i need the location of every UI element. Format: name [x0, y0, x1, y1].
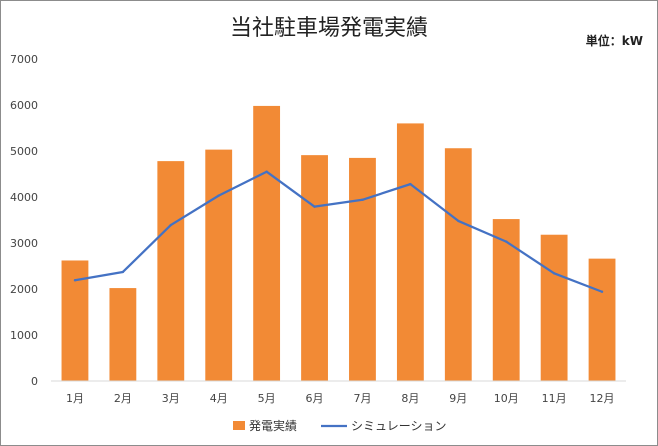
bar — [396, 123, 424, 382]
line-series — [73, 170, 604, 293]
line-point — [457, 219, 460, 223]
y-axis: 0 1000 2000 3000 4000 5000 6000 7000 — [10, 53, 38, 388]
bar — [349, 157, 376, 381]
line-point — [552, 272, 556, 275]
bar — [588, 258, 616, 381]
bar — [540, 234, 568, 381]
x-tick-label: 3月 — [162, 392, 180, 405]
line-point — [361, 198, 364, 201]
series-line — [74, 170, 603, 293]
line-point — [217, 194, 220, 197]
unit-label: 単位：kW — [586, 33, 643, 48]
x-tick-label: 9月 — [449, 392, 467, 405]
line-point — [505, 240, 508, 243]
line-point — [169, 223, 172, 227]
bar — [157, 161, 185, 381]
bar — [301, 155, 328, 381]
y-tick-label: 2000 — [10, 283, 38, 296]
y-tick-label: 4000 — [10, 191, 38, 204]
line-point — [121, 270, 125, 274]
y-tick-label: 7000 — [10, 53, 38, 66]
bar — [492, 219, 520, 381]
chart-title: 当社駐車場発電実績 — [230, 16, 428, 41]
line-point — [73, 279, 77, 282]
legend-label-actual: 発電実績 — [249, 418, 297, 433]
bar — [205, 149, 233, 381]
y-tick-label: 6000 — [10, 99, 38, 112]
x-tick-label: 12月 — [590, 392, 615, 405]
y-tick-label: 3000 — [10, 237, 38, 250]
y-tick-label: 1000 — [10, 329, 38, 342]
line-point — [409, 182, 412, 186]
bar — [109, 288, 137, 381]
x-tick-label: 5月 — [258, 392, 276, 405]
legend-bar-swatch — [233, 421, 245, 430]
legend: 発電実績 シミュレーション — [233, 418, 447, 433]
x-tick-label: 4月 — [210, 392, 228, 405]
bar-series — [61, 105, 616, 382]
x-tick-label: 2月 — [114, 392, 132, 405]
x-tick-label: 7月 — [353, 392, 371, 405]
line-point — [313, 205, 316, 208]
legend-label-simulation: シミュレーション — [351, 419, 447, 433]
x-tick-label: 11月 — [542, 392, 567, 405]
y-tick-label: 5000 — [10, 145, 38, 158]
line-point — [265, 170, 268, 173]
x-tick-label: 10月 — [494, 392, 519, 405]
y-tick-label: 0 — [31, 375, 38, 388]
x-axis: 1月 2月 3月 4月 5月 6月 7月 8月 9月 10月 11月 12月 — [66, 392, 615, 405]
x-tick-label: 1月 — [66, 392, 84, 405]
line-point — [600, 290, 604, 293]
x-tick-label: 8月 — [401, 392, 419, 405]
bar — [444, 148, 472, 381]
bar — [253, 105, 281, 382]
x-tick-label: 6月 — [306, 392, 324, 405]
